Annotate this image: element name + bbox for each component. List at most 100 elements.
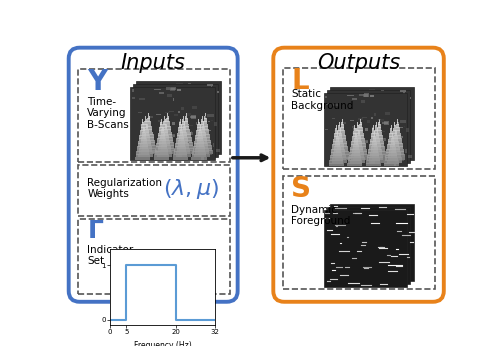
Bar [201, 119, 203, 122]
Bar [369, 157, 383, 161]
Bar [160, 122, 165, 125]
Bar [139, 148, 152, 152]
Bar [390, 154, 404, 157]
Bar [356, 125, 358, 128]
Bar [384, 122, 386, 124]
Bar [176, 135, 184, 139]
Bar [142, 129, 149, 133]
Bar [182, 119, 184, 122]
Bar [396, 127, 400, 130]
Bar [372, 128, 374, 131]
Bar [158, 142, 162, 144]
Bar [194, 146, 204, 149]
Bar [393, 146, 398, 148]
Bar [405, 149, 406, 153]
Bar [78, 165, 230, 216]
Bar [370, 142, 376, 145]
Bar [140, 143, 151, 146]
Bar [216, 149, 220, 152]
Bar [372, 154, 386, 157]
Bar [202, 124, 207, 127]
Bar [346, 157, 352, 159]
Bar [356, 128, 360, 131]
Bar [401, 125, 406, 126]
Bar [368, 160, 384, 163]
Bar [164, 119, 166, 122]
Bar [324, 210, 407, 287]
Bar [162, 124, 166, 128]
Bar [144, 140, 154, 143]
Bar [362, 94, 368, 98]
Bar [334, 131, 338, 134]
Bar [394, 164, 396, 166]
Bar [164, 132, 172, 135]
Bar [158, 146, 170, 149]
X-axis label: Frequency (Hz): Frequency (Hz) [134, 341, 192, 346]
Bar [338, 128, 341, 131]
Bar [156, 146, 167, 149]
Bar [354, 136, 361, 139]
Bar [182, 124, 186, 128]
Bar [340, 133, 345, 136]
Bar [176, 151, 190, 154]
Bar [174, 146, 186, 149]
Bar [354, 157, 368, 160]
Bar [332, 142, 340, 145]
Bar [393, 140, 402, 144]
Bar [194, 103, 198, 105]
Bar [330, 155, 342, 158]
Bar [388, 142, 395, 145]
Bar [342, 122, 346, 125]
Bar [335, 144, 344, 147]
Bar [336, 100, 339, 103]
Bar [208, 139, 212, 142]
Bar [165, 119, 166, 122]
Bar [214, 122, 216, 126]
Bar [166, 88, 170, 90]
Bar [393, 128, 396, 131]
Bar [350, 120, 354, 121]
Bar [378, 122, 380, 125]
Bar [390, 157, 405, 160]
Bar [372, 125, 374, 129]
Bar [381, 90, 384, 91]
Bar [373, 136, 379, 139]
Bar [197, 127, 201, 130]
Bar [140, 130, 145, 133]
Bar [192, 151, 205, 155]
Bar [196, 146, 208, 149]
Bar [386, 110, 391, 111]
Bar [394, 135, 401, 139]
Bar [327, 90, 410, 163]
Bar [165, 111, 170, 113]
Bar [358, 107, 362, 109]
Bar [353, 128, 358, 131]
Bar [376, 134, 378, 137]
Bar [410, 97, 411, 99]
Bar [161, 119, 162, 122]
Bar [374, 146, 385, 149]
Bar [374, 133, 378, 136]
Bar [183, 115, 186, 116]
Bar [370, 154, 382, 158]
Bar [380, 148, 382, 149]
Bar [211, 86, 212, 88]
Bar [182, 132, 190, 135]
Bar [199, 129, 205, 133]
Bar [195, 151, 209, 154]
Bar [357, 122, 358, 126]
Bar [176, 155, 182, 157]
Bar [176, 154, 191, 157]
Bar [212, 143, 214, 146]
Bar [162, 133, 163, 135]
Bar [168, 94, 172, 97]
Bar [396, 160, 398, 162]
Bar [187, 132, 194, 135]
Bar [147, 121, 151, 125]
Bar [335, 128, 337, 131]
Bar [366, 157, 380, 161]
Bar [374, 140, 384, 144]
Bar [389, 149, 400, 153]
Bar [183, 129, 190, 133]
Bar [359, 127, 363, 130]
